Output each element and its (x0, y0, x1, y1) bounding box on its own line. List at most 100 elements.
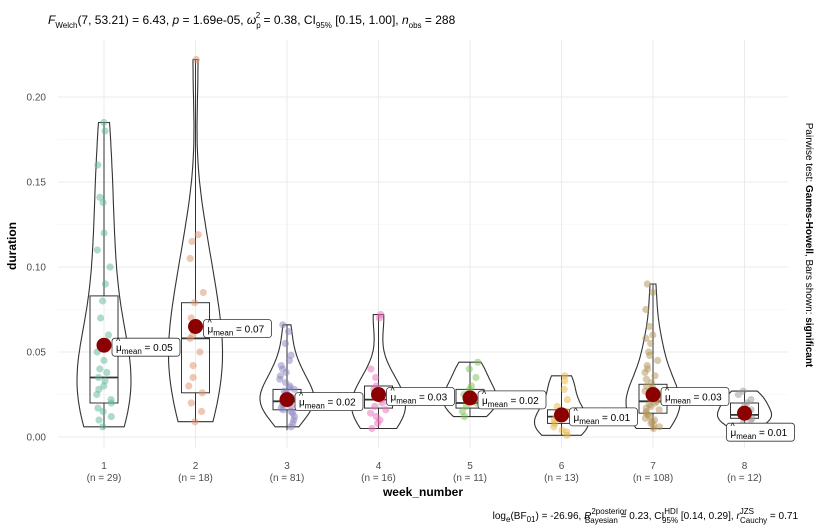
x-tick-label: 6 (559, 461, 565, 472)
chart-caption: loge(BF01) = -26.96, R2posterior Bayesian… (493, 507, 799, 525)
x-tick-n-label: (n = 18) (178, 473, 213, 484)
point-5 (474, 358, 482, 366)
mean-label-8: μmean = 0.01^ (726, 421, 795, 442)
mean-label-2: μmean = 0.07^ (203, 318, 272, 338)
x-axis-title: week_number (382, 485, 463, 499)
mean-label-3: μmean = 0.02^ (294, 391, 364, 412)
mean-label-6: μmean = 0.01^ (569, 406, 638, 427)
mean-label-text: μmean = 0.03 (665, 393, 722, 406)
mean-hat: ^ (731, 421, 736, 431)
mean-label-7: μmean = 0.03^ (660, 386, 730, 406)
y-axis-title: duration (5, 222, 19, 270)
point-7 (646, 351, 654, 359)
x-tick-label: 5 (467, 461, 473, 472)
point-1 (97, 314, 105, 322)
point-1 (99, 297, 107, 305)
point-4 (372, 373, 380, 382)
grid (58, 40, 788, 448)
x-tick-n-label: (n = 81) (270, 473, 305, 484)
point-1 (95, 416, 103, 424)
mean-label-box (660, 387, 730, 406)
x-tick-label: 8 (742, 461, 748, 472)
x-tick-n-label: (n = 108) (633, 473, 673, 484)
mean-label-text: μmean = 0.01 (731, 428, 788, 441)
point-7 (655, 423, 664, 431)
point-2 (189, 373, 197, 382)
point-7 (642, 305, 650, 314)
x-tick-label: 7 (650, 461, 656, 472)
mean-point-7 (645, 387, 661, 402)
mean-label-1: μmean = 0.05^ (111, 336, 181, 357)
point-7 (643, 280, 651, 288)
mean-hat: ^ (391, 386, 396, 396)
point-1 (100, 229, 108, 237)
point-1 (101, 127, 109, 135)
point-3 (279, 406, 287, 414)
mean-label-box (111, 337, 181, 357)
mean-hat: ^ (574, 406, 579, 416)
point-6 (561, 377, 569, 385)
mean-labels: μmean = 0.05^μmean = 0.07^μmean = 0.02^ μ… (111, 318, 795, 442)
point-1 (107, 413, 115, 421)
point-4 (375, 314, 383, 322)
point-6 (563, 396, 572, 404)
point-2 (196, 348, 204, 356)
point-6 (561, 372, 569, 380)
x-tick-label: 2 (193, 461, 199, 472)
mean-label-box (726, 422, 795, 442)
point-6 (550, 423, 558, 431)
point-7 (641, 414, 650, 422)
mean-point-8 (737, 405, 752, 421)
point-1 (103, 368, 111, 376)
point-1 (94, 373, 103, 382)
mean-hat: ^ (482, 389, 487, 399)
point-2 (186, 334, 194, 342)
points (93, 56, 756, 439)
point-2 (191, 299, 199, 307)
point-2 (189, 362, 197, 370)
point-2 (198, 389, 206, 397)
point-6 (560, 385, 568, 393)
point-2 (194, 231, 202, 239)
point-7 (655, 406, 663, 414)
point-1 (106, 263, 114, 271)
x-tick-n-label: (n = 12) (727, 473, 762, 484)
point-3 (279, 321, 287, 329)
x-tick-label: 1 (101, 461, 107, 472)
point-3 (276, 375, 284, 383)
x-tick-n-label: (n = 16) (361, 473, 396, 484)
mean-label-text: μmean = 0.05 (116, 343, 173, 356)
point-5 (460, 413, 469, 421)
mean-point-5 (462, 390, 478, 406)
point-7 (647, 339, 655, 348)
point-1 (96, 365, 104, 373)
point-3 (287, 423, 295, 431)
mean-point-3 (279, 392, 295, 408)
point-1 (99, 407, 107, 416)
x-tick-n-label: (n = 11) (453, 473, 487, 484)
mean-label-text: μmean = 0.03 (391, 393, 448, 406)
point-7 (649, 331, 657, 339)
mean-point-6 (554, 407, 569, 423)
mean-label-text: μmean = 0.02 (482, 396, 539, 409)
point-2 (199, 288, 207, 297)
point-3 (290, 385, 298, 393)
y-axis-ticks: 0.00 0.05 0.10 0.15 0.20 (27, 93, 47, 444)
point-7 (651, 372, 659, 380)
point-1 (99, 198, 107, 206)
point-3 (285, 356, 293, 365)
point-7 (649, 424, 658, 433)
mean-hat: ^ (299, 391, 304, 401)
point-4 (367, 409, 375, 417)
point-2 (186, 254, 194, 263)
point-1 (93, 390, 101, 399)
means (96, 319, 752, 423)
x-tick-n-label: (n = 29) (87, 473, 122, 484)
mean-label-box (203, 319, 272, 338)
point-1 (99, 423, 107, 431)
x-axis-ticks: 1(n = 29)2(n = 18)3(n = 81)4(n = 16)5(n … (87, 461, 762, 484)
mean-label-box (569, 407, 638, 427)
point-2 (187, 399, 195, 407)
point-5 (472, 373, 480, 382)
